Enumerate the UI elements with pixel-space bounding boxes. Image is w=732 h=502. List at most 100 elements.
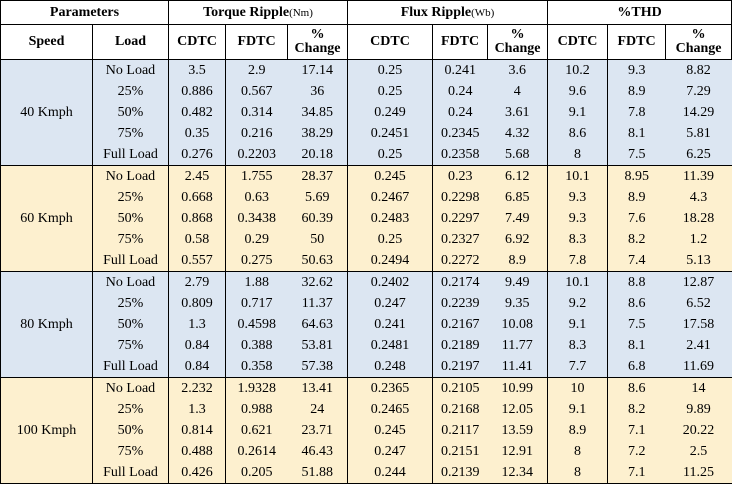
value-cell: 0.25 [347, 144, 434, 166]
value-cell: 2.45 [168, 165, 226, 187]
value-cell: 0.84 [168, 356, 226, 378]
value-cell: 0.2174 [432, 271, 488, 293]
value-cell: 0.205 [225, 462, 288, 484]
value-cell: 7.1 [607, 462, 666, 484]
value-cell: 2.232 [168, 377, 226, 399]
value-cell: 13.59 [487, 420, 548, 441]
value-cell: 8.8 [607, 271, 666, 293]
value-cell: 51.88 [287, 462, 348, 484]
value-cell: 8 [547, 462, 609, 484]
value-cell: 0.2168 [432, 399, 488, 420]
value-cell: 0.2467 [347, 187, 434, 208]
value-cell: 0.244 [347, 462, 434, 484]
value-cell: 11.39 [665, 165, 732, 187]
header-row: Parameters Torque Ripple(Nm) Flux Ripple(… [0, 0, 732, 25]
data-row: 50% 1.3 0.4598 64.63 0.241 0.2167 10.08 9.1 7.5 1… [1, 314, 732, 335]
value-cell: 0.814 [168, 420, 226, 441]
value-cell: 0.2272 [432, 250, 488, 272]
value-cell: 0.25 [347, 81, 434, 102]
value-cell: 3.5 [168, 59, 226, 81]
group-title: %THD [617, 4, 662, 20]
value-cell: 10.1 [547, 165, 609, 187]
value-cell: 0.25 [347, 229, 434, 250]
value-cell: 7.2 [607, 441, 666, 462]
value-cell: 8.9 [547, 420, 609, 441]
value-cell: 0.24 [432, 102, 488, 123]
value-cell: 57.38 [287, 356, 348, 378]
value-cell: 28.37 [287, 165, 348, 187]
data-row: Full Load 0.557 0.275 50.63 0.2494 0.2272 8.9 7… [1, 250, 732, 272]
column-header: % Change [286, 24, 349, 60]
value-cell: 0.2189 [432, 335, 488, 356]
column-header-text: % Change [494, 27, 541, 56]
value-cell: 0.3438 [225, 208, 288, 229]
load-cell: 25% [92, 187, 169, 208]
value-cell: 7.4 [607, 250, 666, 272]
value-cell: 13.41 [287, 377, 348, 399]
value-cell: 8.82 [665, 59, 732, 81]
value-cell: 8.2 [607, 229, 666, 250]
value-cell: 8.6 [607, 293, 666, 314]
column-header-text: % Change [294, 27, 341, 56]
value-cell: 12.34 [487, 462, 548, 484]
value-cell: 1.3 [168, 314, 226, 335]
value-cell: 8.2 [607, 399, 666, 420]
data-row: 50% 0.814 0.621 23.71 0.245 0.2117 13.59 8.9 7.1… [1, 420, 732, 441]
value-cell: 0.717 [225, 293, 288, 314]
value-cell: 0.4598 [225, 314, 288, 335]
column-header-text: FDTC [617, 34, 656, 49]
value-cell: 0.25 [347, 59, 434, 81]
value-cell: 50 [287, 229, 348, 250]
value-cell: 0.886 [168, 81, 226, 102]
load-cell: 25% [92, 293, 169, 314]
value-cell: 8.6 [607, 377, 666, 399]
speed-cell: 100 Kmph [0, 377, 93, 484]
value-cell: 0.388 [225, 335, 288, 356]
value-cell: 23.71 [287, 420, 348, 441]
load-cell: 75% [92, 229, 169, 250]
value-cell: 9.2 [547, 293, 609, 314]
column-header: FDTC [432, 24, 489, 60]
value-cell: 7.5 [607, 314, 666, 335]
load-cell: Full Load [92, 250, 169, 272]
value-cell: 0.482 [168, 102, 226, 123]
column-header: CDTC [168, 24, 226, 60]
value-cell: 17.58 [665, 314, 732, 335]
value-cell: 4 [487, 81, 548, 102]
value-cell: 12.91 [487, 441, 548, 462]
group-header: Torque Ripple(Nm) [167, 0, 349, 25]
value-cell: 6.8 [607, 356, 666, 378]
speed-cell: 40 Kmph [0, 59, 93, 166]
value-cell: 50.63 [287, 250, 348, 272]
value-cell: 0.488 [168, 441, 226, 462]
load-cell: Full Load [92, 356, 169, 378]
value-cell: 64.63 [287, 314, 348, 335]
value-cell: 20.18 [287, 144, 348, 166]
value-cell: 12.05 [487, 399, 548, 420]
value-cell: 0.23 [432, 165, 488, 187]
value-cell: 9.3 [547, 187, 609, 208]
load-cell: 75% [92, 123, 169, 144]
value-cell: 0.314 [225, 102, 288, 123]
value-cell: 0.245 [347, 165, 434, 187]
column-header-text: FDTC [440, 34, 480, 49]
data-row: 75% 0.58 0.29 50 0.25 0.2327 6.92 8.3 8.2 1.2 [1, 229, 732, 250]
column-header-text: % Change [675, 27, 722, 56]
value-cell: 4.3 [665, 187, 732, 208]
value-cell: 5.13 [665, 250, 732, 272]
data-row: 75% 0.84 0.388 53.81 0.2481 0.2189 11.77 8.3 8.1… [1, 335, 732, 356]
value-cell: 10.2 [547, 59, 609, 81]
value-cell: 7.29 [665, 81, 732, 102]
value-cell: 9.1 [547, 399, 609, 420]
value-cell: 11.77 [487, 335, 548, 356]
data-row: 25% 0.809 0.717 11.37 0.247 0.2239 9.35 9.2 8.6 6… [1, 293, 732, 314]
value-cell: 0.2298 [432, 187, 488, 208]
value-cell: 0.2465 [347, 399, 434, 420]
value-cell: 14.29 [665, 102, 732, 123]
value-cell: 7.5 [607, 144, 666, 166]
value-cell: 0.63 [225, 187, 288, 208]
value-cell: 7.8 [607, 102, 666, 123]
group-title: Flux Ripple [400, 4, 472, 20]
data-row: 50% 0.868 0.3438 60.39 0.2483 0.2297 7.49 9.3 7.… [1, 208, 732, 229]
data-row: 60 Kmph No Load 2.45 1.755 28.37 0.245 0.23 6.1… [0, 165, 732, 272]
